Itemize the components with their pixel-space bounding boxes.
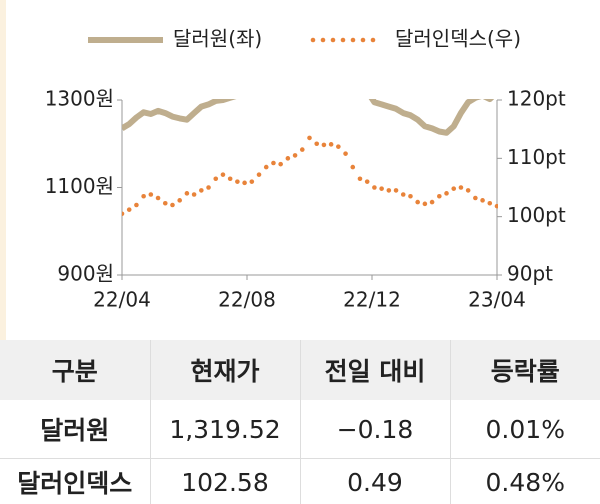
dot <box>437 193 442 199</box>
header-cell: 전일 대비 <box>299 340 450 400</box>
dot <box>220 172 226 177</box>
dot <box>357 176 363 182</box>
legend-swatch <box>320 37 326 43</box>
y-tick-label: 1100원 <box>45 174 114 198</box>
legend-swatch <box>370 37 376 43</box>
row: 달러원 1,319.52 −0.18 0.01% <box>0 400 600 459</box>
dot <box>458 185 464 190</box>
cell: 1,319.52 <box>149 400 300 459</box>
dot <box>465 188 471 193</box>
dot <box>444 191 449 196</box>
dot <box>206 185 211 190</box>
dot <box>393 188 399 193</box>
x-tick-label: 23/04 <box>468 288 526 312</box>
dot <box>350 164 356 170</box>
dot <box>191 192 197 197</box>
cell: 0.01% <box>449 400 600 459</box>
dot <box>473 195 478 201</box>
y-tick-label: 1300원 <box>45 87 114 111</box>
dot <box>162 200 168 206</box>
dot <box>148 192 154 197</box>
table: 구분 현재가 전일 대비 등락률 달러원 1,319.52 −0.18 0.01… <box>0 340 600 504</box>
dot <box>400 192 406 197</box>
dot <box>494 203 498 209</box>
cell: 달러원 <box>0 400 150 459</box>
dot <box>278 161 283 167</box>
dot <box>227 176 233 182</box>
legend-swatch <box>330 37 336 43</box>
dot <box>249 179 255 184</box>
dot <box>271 160 276 166</box>
dot <box>415 199 420 205</box>
dot <box>263 164 269 170</box>
line <box>122 99 495 136</box>
dot <box>379 186 384 191</box>
header-cell: 구분 <box>0 340 150 400</box>
legend-swatch <box>350 37 356 43</box>
y2-tick-label: 120pt <box>507 87 566 111</box>
header-cell: 등락률 <box>449 340 600 400</box>
dot <box>242 180 247 186</box>
dot <box>170 202 175 208</box>
dot <box>256 172 262 177</box>
header-cell: 현재가 <box>149 340 300 400</box>
dot <box>328 142 334 147</box>
x-tick-label: 22/08 <box>218 288 276 312</box>
dot <box>386 188 392 193</box>
dot <box>177 198 182 203</box>
legend-swatch <box>310 37 316 43</box>
dot <box>372 185 377 190</box>
row: 달러인덱스 102.58 0.49 0.48% <box>0 458 600 504</box>
dot <box>134 202 139 208</box>
dot <box>213 176 219 182</box>
x-tick-label: 22/12 <box>343 288 401 312</box>
dot <box>364 179 370 184</box>
dot <box>184 191 190 196</box>
y2-tick-label: 110pt <box>507 145 566 169</box>
y2-tick-label: 100pt <box>507 203 566 227</box>
legend-swatch <box>340 37 346 43</box>
dot <box>285 156 291 161</box>
legend-label: 달러인덱스(우) <box>395 27 521 51</box>
dot <box>155 195 161 201</box>
dot <box>292 153 298 158</box>
dot <box>451 186 457 191</box>
dot <box>429 199 435 205</box>
dot <box>126 207 132 212</box>
dot <box>336 144 341 149</box>
legend-label: 달러원(좌) <box>173 27 262 51</box>
y-tick-label: 900원 <box>57 262 114 286</box>
cell: 102.58 <box>149 458 300 504</box>
dot <box>487 200 493 206</box>
cell: 0.48% <box>449 458 600 504</box>
cell: 0.49 <box>299 458 450 504</box>
header-row: 구분 현재가 전일 대비 등락률 <box>0 340 600 400</box>
dot <box>314 141 320 147</box>
dot <box>408 193 413 199</box>
dot <box>422 201 428 207</box>
dot <box>299 147 305 152</box>
dot <box>343 151 348 156</box>
y2-tick-label: 90pt <box>507 262 553 286</box>
cell: −0.18 <box>299 400 450 459</box>
dot <box>307 135 312 141</box>
dot <box>480 198 485 203</box>
dot <box>141 193 146 199</box>
chart: 900원 1100원 1300원 90pt 100pt 110pt 120pt 22/04 22… <box>0 0 566 340</box>
x-tick-label: 22/04 <box>93 288 151 312</box>
dot <box>321 142 327 148</box>
dot <box>235 179 240 184</box>
legend-swatch <box>360 37 366 43</box>
dot <box>199 188 204 193</box>
plot-area <box>122 99 498 217</box>
cell: 달러인덱스 <box>17 469 133 498</box>
dot <box>122 211 125 217</box>
side-strip <box>0 0 6 340</box>
